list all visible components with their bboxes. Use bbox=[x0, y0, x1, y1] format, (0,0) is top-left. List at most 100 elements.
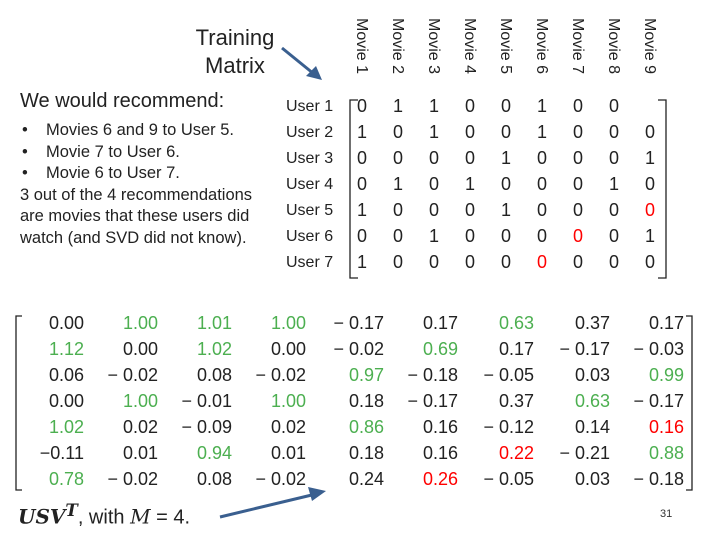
training-cell: 0 bbox=[356, 148, 367, 168]
reconstruction-cell: 0.06 bbox=[48, 365, 84, 385]
reconstruction-cell: 0.14 bbox=[574, 417, 610, 437]
user-label-7: User 7 bbox=[286, 254, 334, 271]
reconstruction-cell: 0.16 bbox=[422, 443, 458, 463]
reconstruction-cell: 0.01 bbox=[122, 443, 158, 463]
title-arrow-head bbox=[306, 66, 322, 80]
reconstruction-cell: 0.86 bbox=[348, 417, 384, 437]
reconstruction-cell: − 0.12 bbox=[483, 417, 534, 437]
movie-header-label: Movie 7 bbox=[569, 18, 586, 75]
bullet-2: Movie 7 to User 6. bbox=[20, 142, 270, 164]
formula-var: M bbox=[130, 504, 151, 529]
training-cell: 0 bbox=[428, 174, 439, 194]
training-cell: 1 bbox=[644, 148, 655, 168]
training-cell: 0 bbox=[608, 252, 619, 272]
training-cell: 0 bbox=[608, 148, 619, 168]
training-cell: 1 bbox=[428, 122, 439, 142]
movie-header-5: Movie 5 bbox=[496, 18, 520, 96]
training-cell: 1 bbox=[392, 96, 403, 116]
user-label-2: User 2 bbox=[286, 124, 334, 141]
training-cell: 0 bbox=[392, 148, 403, 168]
training-cell: 1 bbox=[536, 122, 547, 142]
reconstruction-cell: − 0.17 bbox=[333, 313, 384, 333]
training-cell: 0 bbox=[536, 226, 547, 246]
training-cell: 0 bbox=[536, 252, 547, 272]
user-label-4: User 4 bbox=[286, 176, 334, 193]
training-cell: 1 bbox=[356, 252, 367, 272]
training-cell: 0 bbox=[356, 96, 367, 116]
user-label-3: User 3 bbox=[286, 150, 334, 167]
formula-arrow-head bbox=[308, 487, 326, 501]
reconstruction-cell: 0.02 bbox=[270, 417, 306, 437]
reconstruction-cell: 0.03 bbox=[574, 469, 610, 489]
title-line-2: Matrix bbox=[205, 53, 265, 78]
formula-arrow-shaft bbox=[219, 492, 317, 519]
training-cell: 0 bbox=[572, 122, 583, 142]
training-cell: 1 bbox=[608, 174, 619, 194]
training-cell: 0 bbox=[572, 200, 583, 220]
movie-header-label: Movie 1 bbox=[353, 18, 370, 75]
reconstruction-cell: − 0.18 bbox=[633, 469, 684, 489]
reconstruction-cell: − 0.17 bbox=[633, 391, 684, 411]
reconstruction-cell: − 0.17 bbox=[407, 391, 458, 411]
reconstruction-cell: 0.18 bbox=[348, 443, 384, 463]
reconstruction-cell: 0.26 bbox=[422, 469, 458, 489]
training-cell: 0 bbox=[644, 252, 655, 272]
training-cell: 0 bbox=[392, 252, 403, 272]
training-cell: 0 bbox=[464, 122, 475, 142]
training-cell: 0 bbox=[644, 122, 655, 142]
reconstruction-cell: − 0.09 bbox=[181, 417, 232, 437]
reconstruction-cell: − 0.02 bbox=[255, 365, 306, 385]
training-cell: 0 bbox=[356, 174, 367, 194]
training-cell: 0 bbox=[392, 122, 403, 142]
reconstruction-cell: 0.94 bbox=[196, 443, 232, 463]
reconstruction-cell: 0.37 bbox=[574, 313, 610, 333]
reconstruction-cell: − 0.01 bbox=[181, 391, 232, 411]
reconstruction-cell: 1.00 bbox=[270, 391, 306, 411]
training-cell: 0 bbox=[392, 226, 403, 246]
movie-header-1: Movie 1 bbox=[352, 18, 376, 96]
training-cell: 0 bbox=[428, 148, 439, 168]
reconstruction-cell: 1.02 bbox=[48, 417, 84, 437]
reconstruction-cell: 0.16 bbox=[648, 417, 684, 437]
reconstruction-cell: 0.17 bbox=[498, 339, 534, 359]
training-cell: 0 bbox=[464, 200, 475, 220]
bullet-1: Movies 6 and 9 to User 5. bbox=[20, 120, 270, 142]
reconstruction-cell: 0.00 bbox=[270, 339, 306, 359]
training-cell: 0 bbox=[428, 200, 439, 220]
training-cell: 0 bbox=[536, 148, 547, 168]
user-label-6: User 6 bbox=[286, 228, 334, 245]
training-cell: 0 bbox=[356, 226, 367, 246]
training-cell: 0 bbox=[572, 252, 583, 272]
bullet-3: Movie 6 to User 7. bbox=[20, 163, 270, 185]
movie-header-label: Movie 3 bbox=[425, 18, 442, 75]
reconstruction-cell: − 0.21 bbox=[559, 443, 610, 463]
page-number: 31 bbox=[660, 508, 673, 520]
training-right-bracket bbox=[658, 99, 667, 279]
reconstruction-cell: 0.16 bbox=[422, 417, 458, 437]
reconstruction-cell: 0.00 bbox=[122, 339, 158, 359]
reconstruction-cell: 1.00 bbox=[270, 313, 306, 333]
title-arrow-shaft bbox=[281, 46, 315, 76]
training-cell: 0 bbox=[644, 200, 655, 220]
movie-header-label: Movie 2 bbox=[389, 18, 406, 75]
reconstruction-cell: − 0.05 bbox=[483, 365, 534, 385]
reconstruction-cell: 1.00 bbox=[122, 313, 158, 333]
reconstruction-cell: 0.17 bbox=[422, 313, 458, 333]
movie-header-label: Movie 8 bbox=[605, 18, 622, 75]
recommend-note: 3 out of the 4 recommendations are movie… bbox=[20, 185, 253, 247]
reconstruction-cell: 1.01 bbox=[196, 313, 232, 333]
training-cell: 0 bbox=[500, 122, 511, 142]
formula-usv: USV bbox=[18, 504, 66, 529]
training-cell: 1 bbox=[500, 148, 511, 168]
reconstruction-cell: 0.88 bbox=[648, 443, 684, 463]
training-cell: 0 bbox=[608, 226, 619, 246]
recommendation-list: Movies 6 and 9 to User 5. Movie 7 to Use… bbox=[20, 120, 270, 249]
training-cell: 0 bbox=[500, 96, 511, 116]
formula-mid: , with bbox=[77, 506, 131, 529]
training-cell: 1 bbox=[536, 96, 547, 116]
training-cell: 1 bbox=[392, 174, 403, 194]
reconstruction-cell: 0.00 bbox=[48, 313, 84, 333]
movie-header-2: Movie 2 bbox=[388, 18, 412, 96]
reconstruction-cell: − 0.17 bbox=[559, 339, 610, 359]
training-cell: 1 bbox=[500, 200, 511, 220]
